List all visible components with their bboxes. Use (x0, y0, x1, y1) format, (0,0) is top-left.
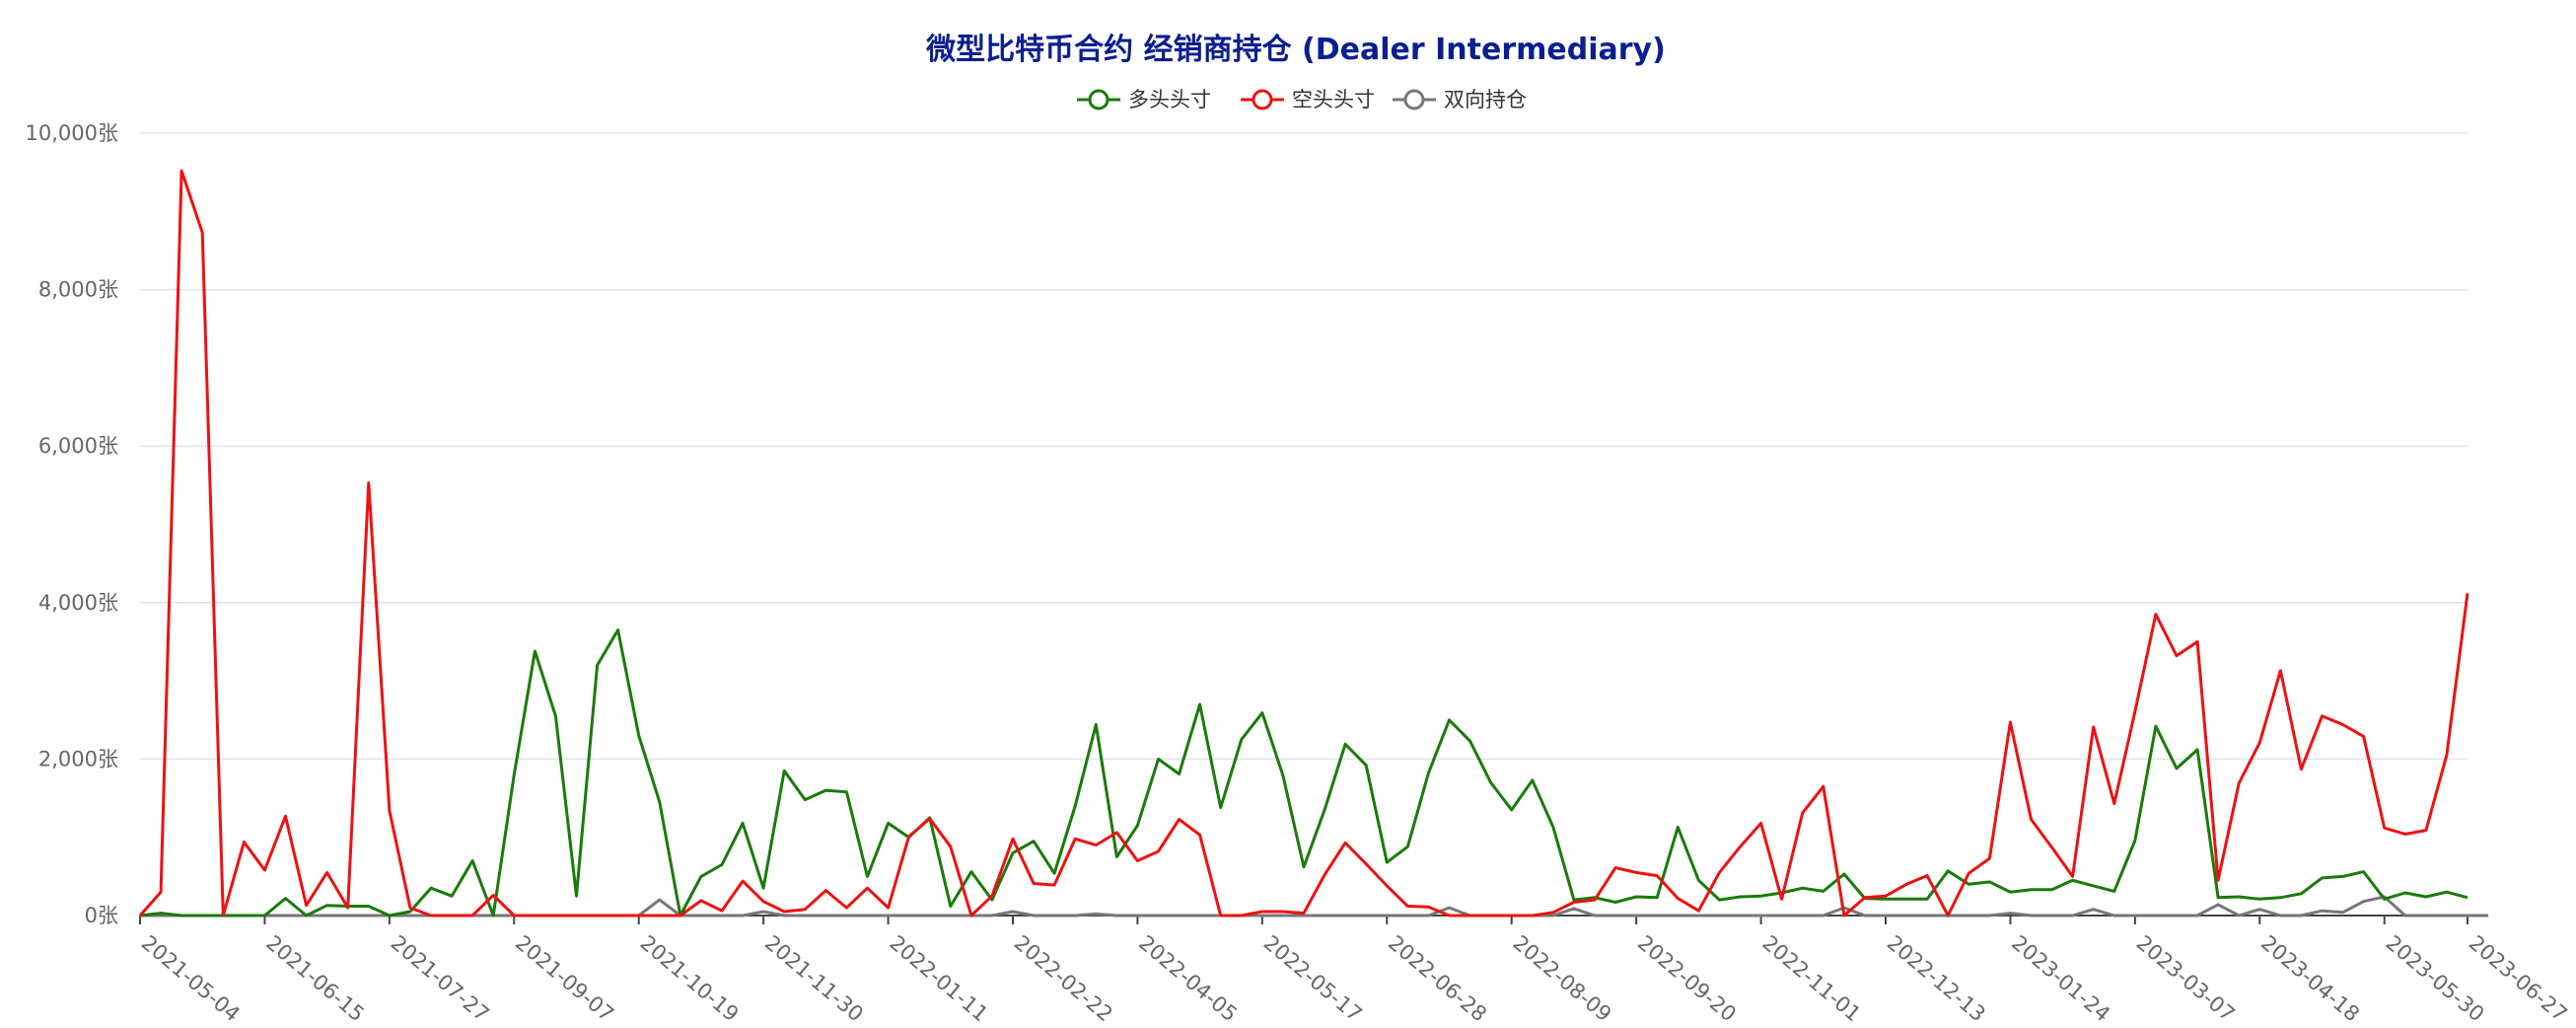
x-tick-label: 2021-11-30 (760, 930, 868, 1026)
gridlines (140, 132, 2468, 761)
plot-area (138, 169, 2489, 918)
y-tick-label: 6,000张 (38, 434, 118, 458)
x-tick-label: 2022-05-17 (1259, 930, 1367, 1026)
chart-title: 微型比特币合约 经销商持仓 (Dealer Intermediary) (925, 33, 1666, 67)
x-tick-label: 2021-06-15 (261, 930, 369, 1026)
legend-item-spread[interactable]: 双向持仓 (1393, 88, 1527, 111)
y-tick-label: 2,000张 (38, 747, 118, 771)
legend-label: 空头头寸 (1292, 88, 1375, 111)
legend-item-short[interactable]: 空头头寸 (1241, 88, 1375, 111)
x-tick-label: 2022-12-13 (1883, 930, 1990, 1026)
x-tick-label: 2023-03-07 (2132, 930, 2240, 1026)
x-tick-label: 2023-01-24 (2007, 930, 2114, 1026)
legend-marker (1088, 89, 1109, 110)
x-tick-label: 2021-10-19 (636, 930, 744, 1026)
x-tick-label: 2022-11-01 (1757, 930, 1865, 1026)
y-tick-label: 8,000张 (38, 278, 118, 302)
x-tick-label: 2021-07-27 (387, 930, 494, 1026)
y-axis: 0张 2,000张 4,000张 6,000张 8,000张 10,000张 (26, 121, 118, 927)
series-line-short (138, 169, 2469, 918)
x-tick-label: 2022-08-09 (1509, 930, 1616, 1026)
series-line-long (139, 628, 2469, 918)
x-tick-label: 2023-04-18 (2256, 930, 2364, 1026)
x-tick-label: 2021-05-04 (137, 930, 245, 1026)
legend-marker (1403, 89, 1425, 110)
x-tick-label: 2022-06-28 (1384, 930, 1491, 1026)
x-tick-label: 2021-09-07 (511, 930, 618, 1026)
y-tick-label: 4,000张 (38, 591, 118, 615)
y-tick-label: 0张 (85, 904, 118, 927)
legend-label: 双向持仓 (1444, 88, 1527, 111)
y-tick-label: 10,000张 (26, 121, 118, 145)
legend: 多头头寸 空头头寸 双向持仓 (1077, 88, 1527, 111)
x-tick-label: 2022-04-05 (1134, 930, 1242, 1026)
x-axis: 2021-05-04 2021-06-15 2021-07-27 2021-09-07… (137, 915, 2572, 1026)
x-tick-label: 2022-02-22 (1010, 930, 1117, 1026)
x-tick-label: 2022-09-20 (1633, 930, 1741, 1026)
legend-label: 多头头寸 (1128, 88, 1211, 111)
x-tick-label: 2022-01-11 (885, 930, 992, 1026)
legend-marker (1252, 89, 1273, 110)
legend-item-long[interactable]: 多头头寸 (1077, 88, 1211, 111)
